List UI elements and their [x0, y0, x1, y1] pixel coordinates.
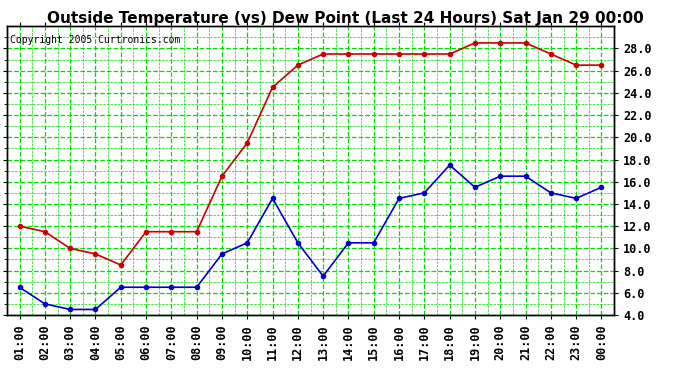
Text: Copyright 2005 Curtronics.com: Copyright 2005 Curtronics.com — [10, 35, 180, 45]
Text: Outside Temperature (vs) Dew Point (Last 24 Hours) Sat Jan 29 00:00: Outside Temperature (vs) Dew Point (Last… — [47, 11, 643, 26]
